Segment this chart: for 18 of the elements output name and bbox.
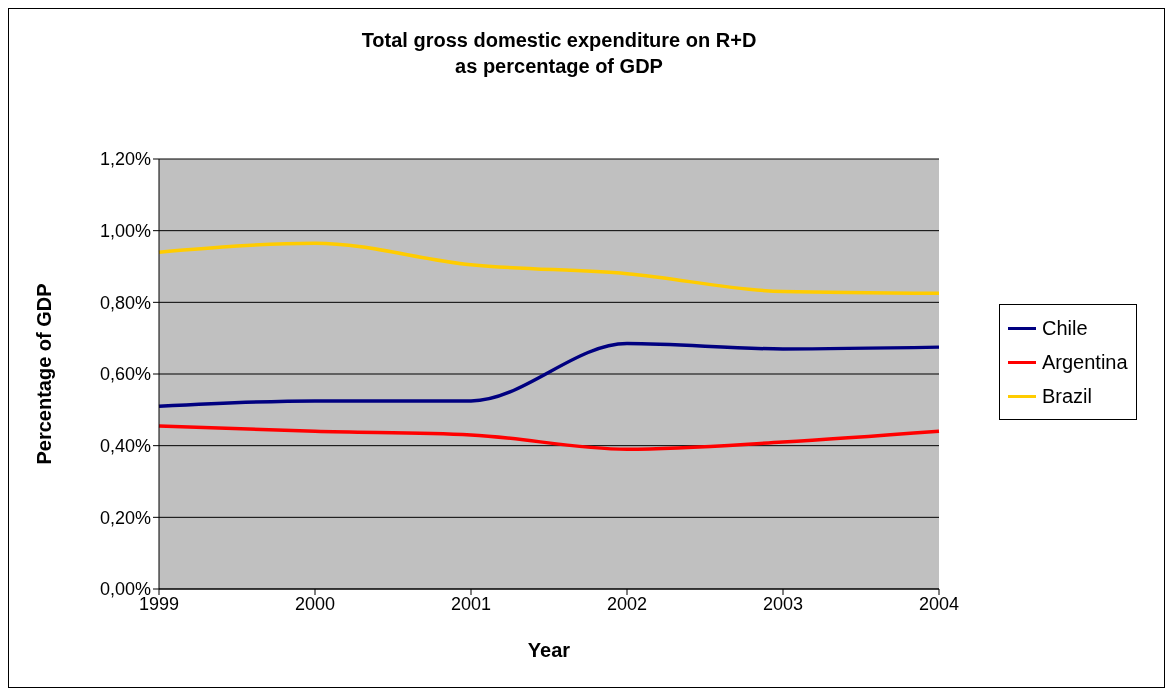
legend-label: Brazil	[1042, 384, 1093, 408]
legend-label: Chile	[1042, 316, 1088, 340]
legend-label: Argentina	[1042, 350, 1128, 374]
y-axis-title: Percentage of GDP	[33, 283, 56, 465]
x-tick-label: 2001	[450, 593, 492, 614]
y-tick-label: 0,40%	[99, 436, 151, 457]
x-tick-label: 2003	[762, 593, 804, 614]
y-tick-label: 1,20%	[99, 149, 151, 170]
x-tick-label: 2000	[294, 593, 336, 614]
y-tick-label: 0,20%	[99, 507, 151, 528]
y-tick-label: 1,00%	[99, 221, 151, 242]
x-tick-label: 2004	[918, 593, 960, 614]
y-tick-label: 0,80%	[99, 292, 151, 313]
y-tick-label: 0,60%	[99, 364, 151, 385]
chart-title: Total gross domestic expenditure on R+D as percentage of GDP	[360, 28, 758, 79]
x-axis-title: Year	[527, 639, 571, 661]
x-tick-label: 2002	[606, 593, 648, 614]
line-series	[157, 241, 941, 296]
